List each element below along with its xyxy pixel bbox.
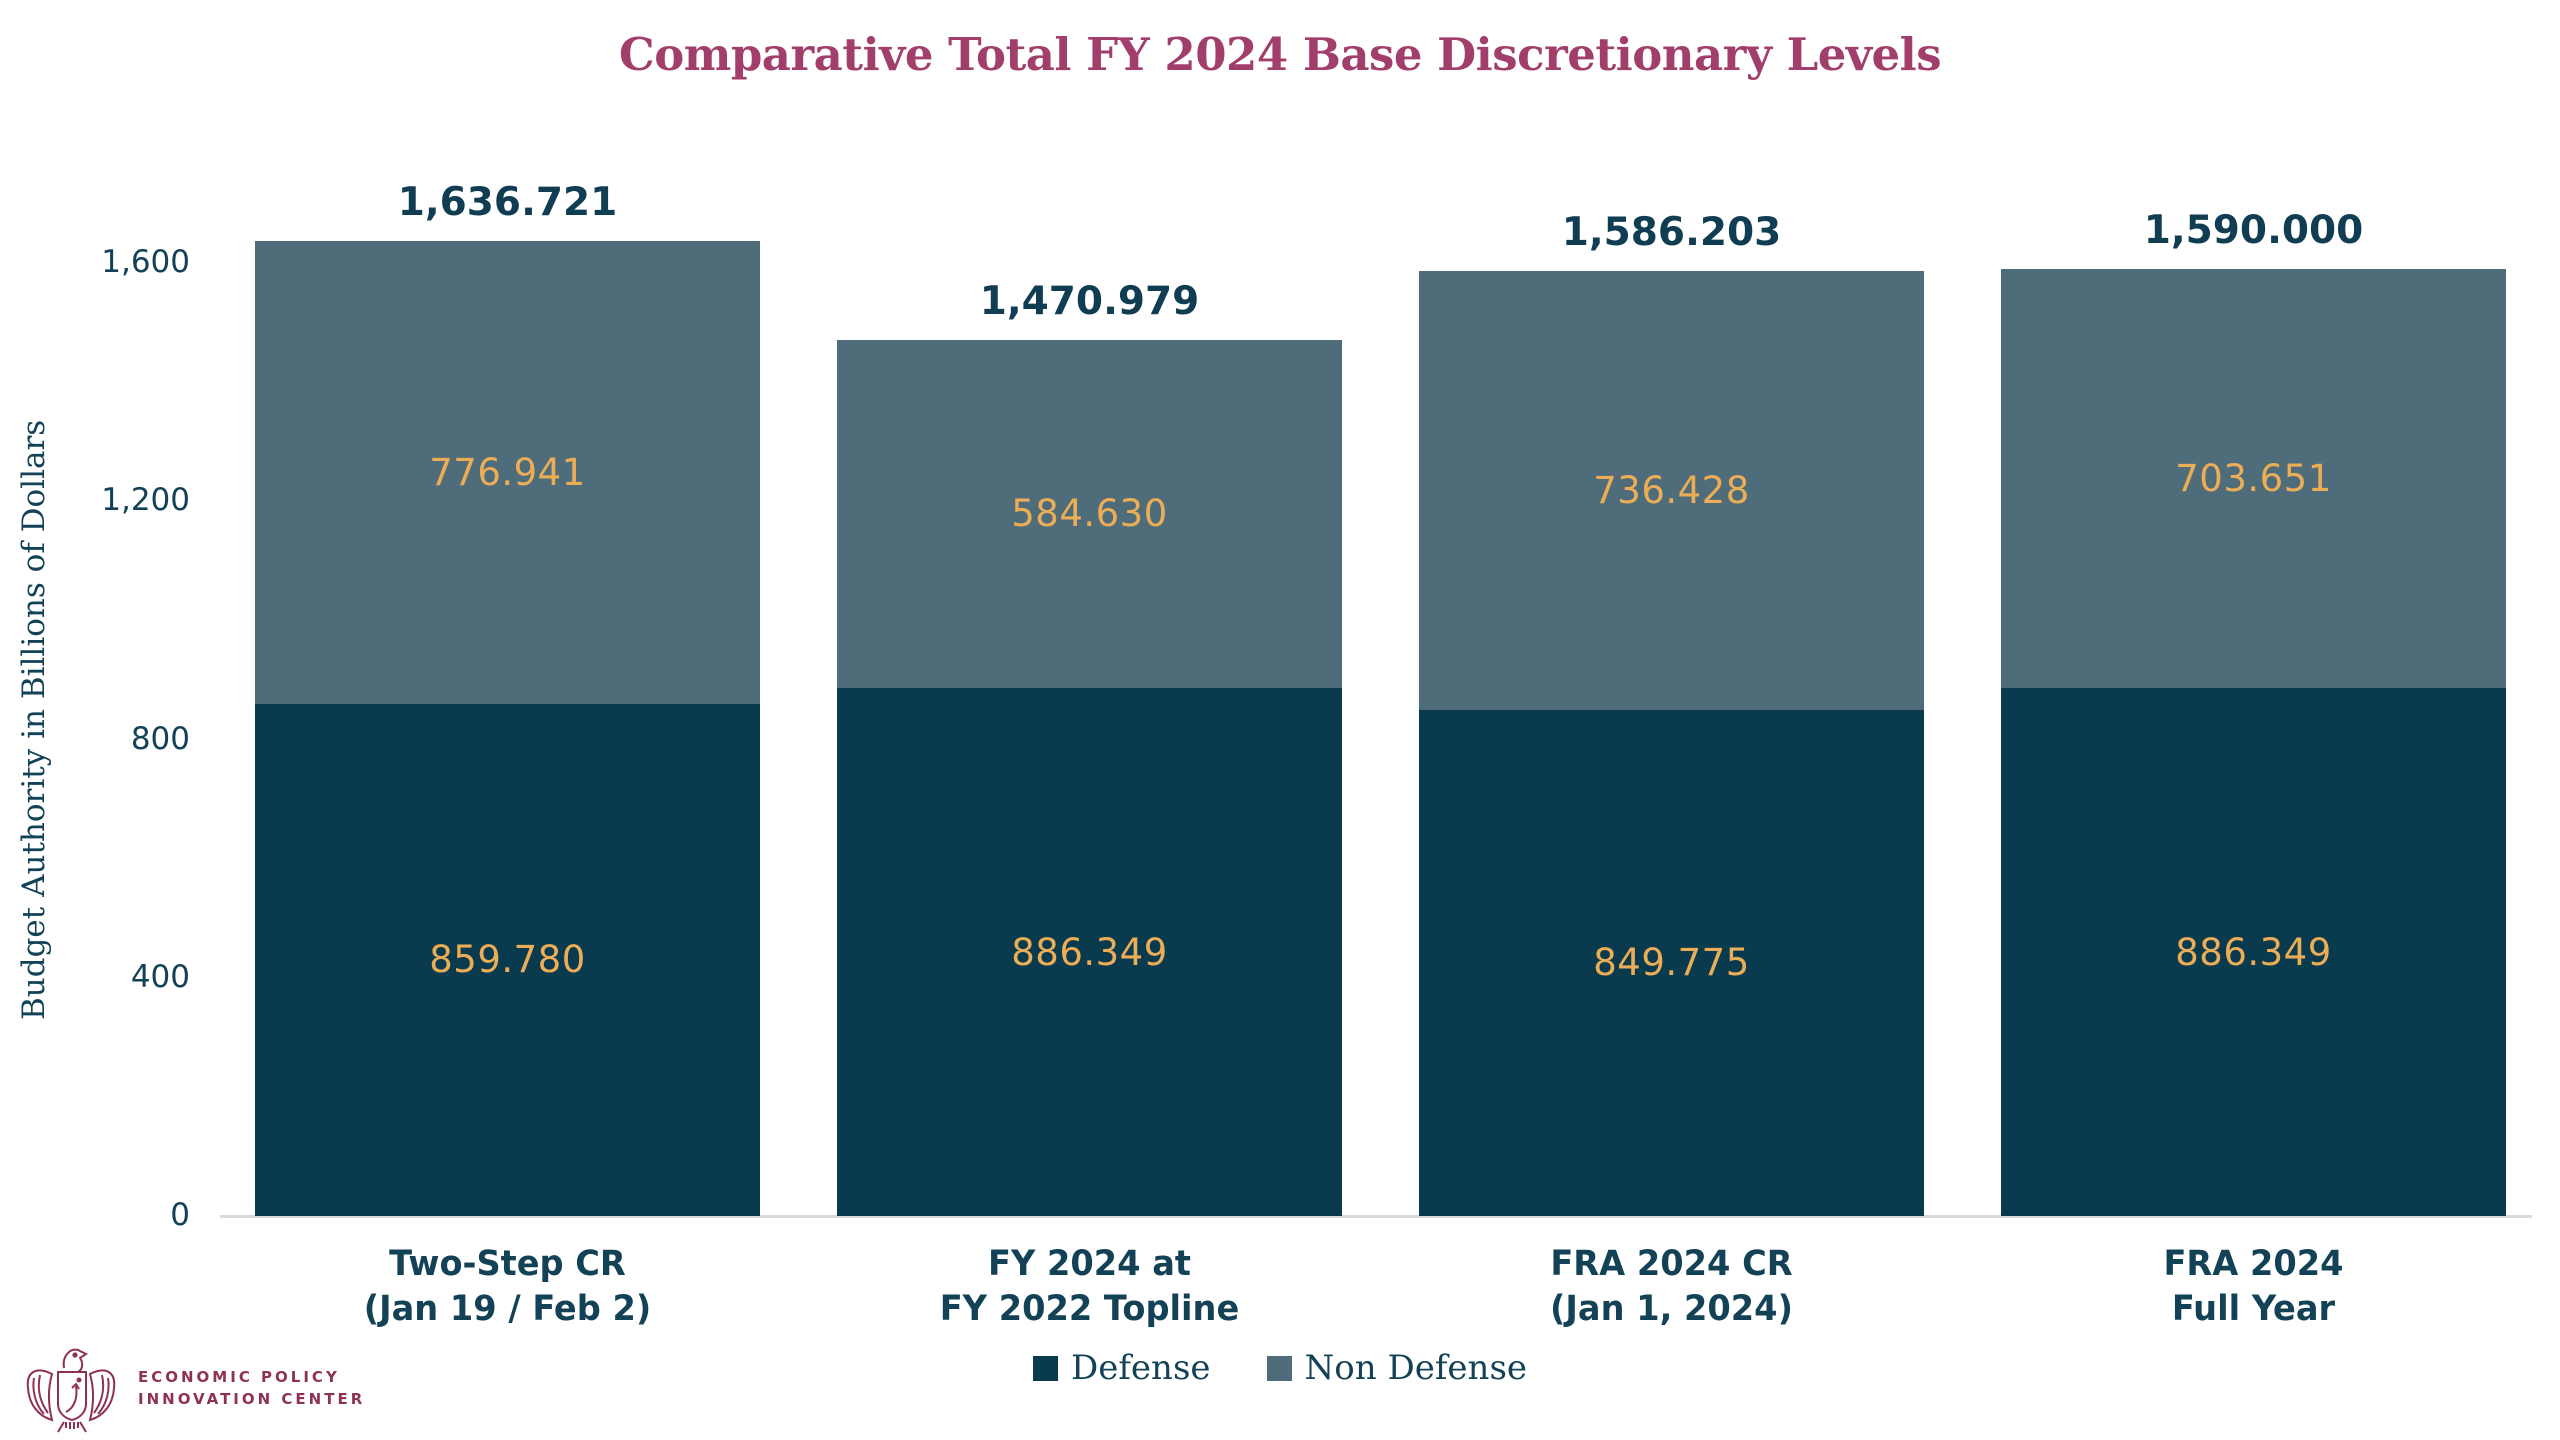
logo-text: ECONOMIC POLICY INNOVATION CENTER: [138, 1367, 366, 1408]
bar-total-label: 1,470.979: [979, 278, 1200, 324]
legend-item: Defense: [1032, 1348, 1211, 1388]
x-category-label-line: FY 2024 at: [988, 1244, 1191, 1284]
epic-eagle-logo-icon: [26, 1348, 116, 1433]
segment-value-label: 703.651: [2175, 457, 2332, 501]
segment-value-label: 886.349: [1011, 930, 1168, 974]
logo-line-1: ECONOMIC POLICY: [138, 1367, 340, 1386]
legend-label: Defense: [1070, 1348, 1211, 1388]
y-axis-label: Budget Authority in Billions of Dollars: [16, 419, 52, 1021]
x-category-label: FRA 2024 Full Year: [2011, 1242, 2496, 1332]
x-category-label-line: Two-Step CR: [389, 1244, 626, 1284]
y-tick-label: 800: [130, 720, 190, 757]
non-defense-segment: 703.651: [2001, 268, 2506, 689]
x-category-label-line: FRA 2024 CR: [1550, 1244, 1793, 1284]
bar-total-label: 1,586.203: [1561, 210, 1782, 256]
legend-label: Non Defense: [1304, 1348, 1528, 1388]
x-category-label: FRA 2024 CR (Jan 1, 2024): [1429, 1242, 1914, 1332]
segment-value-label: 736.428: [1593, 469, 1750, 513]
legend-swatch-icon: [1266, 1355, 1292, 1381]
segment-value-label: 776.941: [429, 451, 586, 495]
defense-segment: 859.780: [255, 703, 760, 1216]
segment-value-label: 859.780: [429, 938, 586, 982]
legend-swatch-icon: [1032, 1355, 1058, 1381]
bar-total-label: 1,636.721: [397, 180, 618, 226]
bar-column: 886.349 703.651 1,590.000: [2001, 208, 2506, 1216]
chart-title: Comparative Total FY 2024 Base Discretio…: [618, 28, 1942, 81]
legend: Defense Non Defense: [0, 1348, 2560, 1388]
x-category-label-line: (Jan 19 / Feb 2): [363, 1288, 652, 1329]
x-category-label: Two-Step CR (Jan 19 / Feb 2): [265, 1242, 750, 1332]
logo-line-2: INNOVATION CENTER: [138, 1389, 366, 1408]
bar-column: 886.349 584.630 1,470.979: [837, 279, 1342, 1216]
bar-total-label: 1,590.000: [2143, 207, 2364, 253]
y-tick-label: 1,600: [101, 244, 190, 280]
bar-column: 849.775 736.428 1,586.203: [1419, 210, 1924, 1216]
non-defense-segment: 584.630: [837, 339, 1342, 689]
defense-segment: 886.349: [837, 688, 1342, 1216]
segment-value-label: 584.630: [1011, 492, 1168, 536]
x-axis-line: [220, 1215, 2532, 1218]
segment-value-label: 849.775: [1593, 941, 1750, 985]
y-tick-label: 400: [130, 958, 190, 995]
x-category-label-line: FY 2022 Topline: [939, 1288, 1240, 1329]
non-defense-segment: 736.428: [1419, 271, 1924, 710]
segment-value-label: 886.349: [2175, 930, 2332, 974]
x-category-label-line: (Jan 1, 2024): [1550, 1288, 1793, 1329]
logo: ECONOMIC POLICY INNOVATION CENTER: [22, 1342, 365, 1434]
y-tick-label: 0: [170, 1197, 190, 1233]
defense-segment: 849.775: [1419, 709, 1924, 1216]
x-category-label-line: Full Year: [2171, 1288, 2336, 1329]
y-tick-label: 1,200: [101, 482, 190, 519]
x-category-label: FY 2024 at FY 2022 Topline: [847, 1242, 1332, 1332]
plot-area: 0 400 800 1,200 1,600 859.780 776.941 1,636.72…: [101, 180, 2532, 1329]
bar-column: 859.780 776.941 1,636.721: [255, 180, 760, 1216]
x-category-label-line: FRA 2024: [2163, 1244, 2344, 1284]
non-defense-segment: 776.941: [255, 241, 760, 704]
legend-item: Non Defense: [1266, 1348, 1528, 1388]
defense-segment: 886.349: [2001, 688, 2506, 1216]
